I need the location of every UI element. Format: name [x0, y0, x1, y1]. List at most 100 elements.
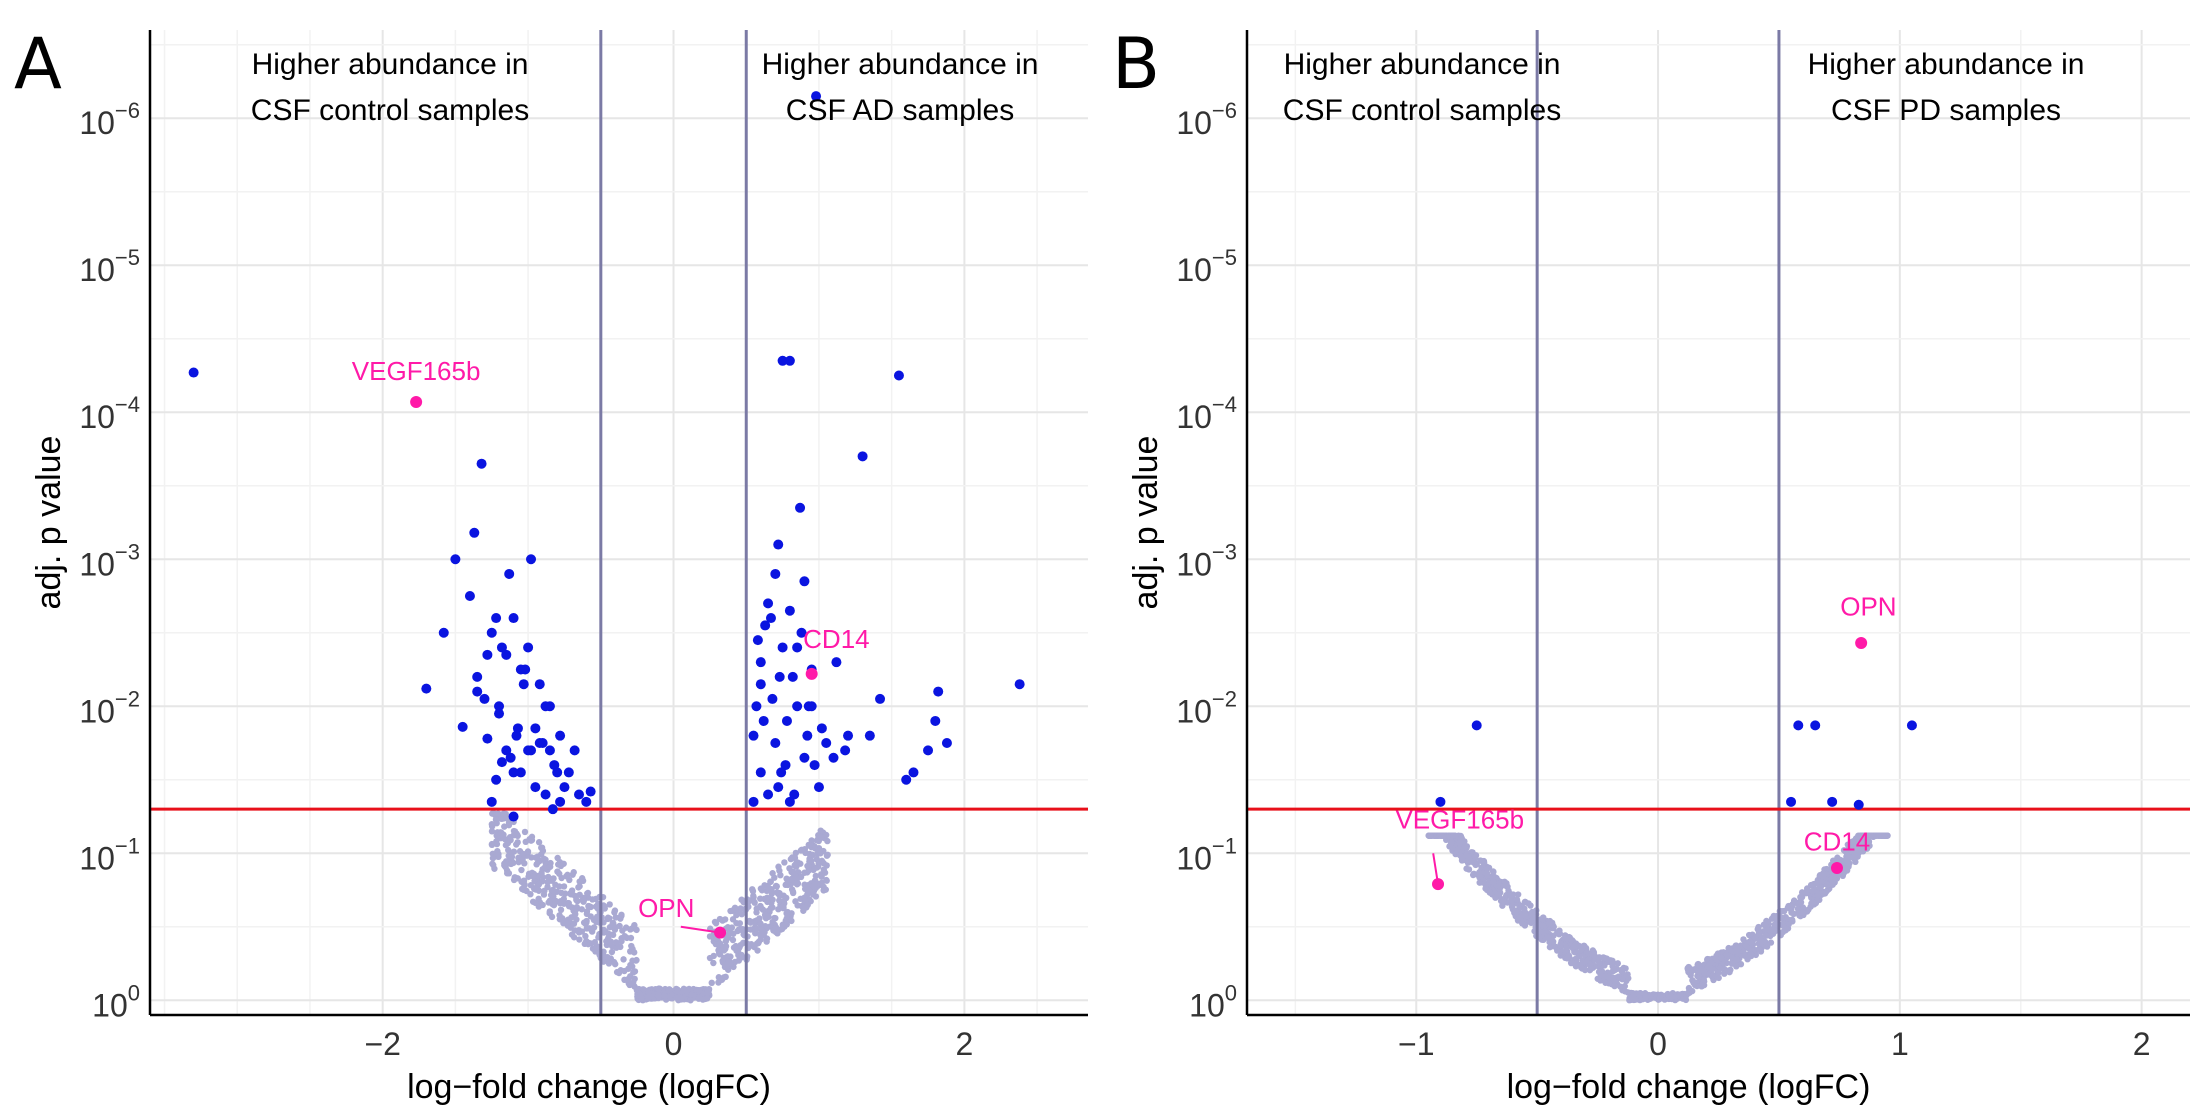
nonsignificant-point: [632, 957, 640, 964]
nonsignificant-point: [569, 871, 576, 878]
nonsignificant-point: [534, 886, 542, 893]
nonsignificant-point: [1808, 900, 1815, 907]
significant-point: [504, 568, 515, 579]
nonsignificant-point: [488, 840, 496, 848]
nonsignificant-point: [495, 850, 502, 858]
significant-point: [491, 774, 502, 785]
significant-point: [457, 721, 468, 732]
significant-point: [518, 679, 529, 690]
nonsignificant-point: [783, 894, 790, 902]
nonsignificant-point: [1614, 960, 1622, 967]
significant-point: [515, 664, 526, 675]
significant-point: [563, 767, 574, 778]
nonsignificant-point: [511, 828, 519, 835]
nonsignificant-point: [557, 906, 565, 914]
y-tick-label: 10−5: [1176, 245, 1237, 288]
y-tick-label: 10−4: [1176, 392, 1237, 435]
significant-point: [828, 752, 839, 763]
nonsignificant-point: [535, 839, 543, 846]
significant-point: [1014, 679, 1025, 690]
nonsignificant-point: [805, 867, 812, 874]
nonsignificant-point: [1554, 947, 1561, 954]
nonsignificant-point: [753, 940, 761, 947]
nonsignificant-point: [804, 901, 811, 909]
nonsignificant-point: [757, 920, 764, 927]
nonsignificant-point: [1794, 905, 1802, 913]
nonsignificant-point: [1742, 942, 1750, 950]
region-label-right: Higher abundance in: [1808, 48, 2085, 81]
nonsignificant-point: [1733, 963, 1740, 970]
nonsignificant-point: [557, 862, 565, 870]
nonsignificant-point: [749, 887, 757, 895]
significant-point: [803, 701, 814, 712]
significant-point: [796, 627, 807, 638]
nonsignificant-point: [609, 920, 616, 927]
nonsignificant-point: [1715, 974, 1722, 982]
nonsignificant-point: [1657, 993, 1664, 1000]
significant-point: [534, 738, 545, 749]
significant-point: [1853, 799, 1864, 810]
x-axis-title: log−fold change (logFC): [407, 1068, 771, 1106]
significant-point: [1810, 720, 1821, 731]
nonsignificant-point: [1698, 966, 1706, 973]
significant-point: [569, 745, 580, 756]
nonsignificant-point: [1427, 832, 1434, 839]
nonsignificant-point: [655, 985, 662, 993]
nonsignificant-point: [704, 989, 711, 996]
nonsignificant-point: [1845, 860, 1853, 867]
nonsignificant-point: [580, 896, 588, 904]
nonsignificant-point: [818, 873, 825, 880]
nonsignificant-point: [1458, 835, 1465, 842]
nonsignificant-point: [527, 837, 535, 844]
x-tick-label: −2: [364, 1026, 400, 1062]
highlight-leader: [680, 925, 721, 934]
nonsignificant-point: [1763, 917, 1770, 925]
nonsignificant-point: [639, 986, 647, 993]
nonsignificant-point: [498, 829, 505, 837]
nonsignificant-point: [688, 991, 695, 998]
highlight-label: CD14: [1804, 827, 1870, 857]
significant-point: [770, 738, 781, 749]
nonsignificant-point: [573, 916, 580, 923]
nonsignificant-point: [1718, 954, 1725, 962]
nonsignificant-point: [655, 992, 662, 1000]
nonsignificant-point: [1572, 963, 1580, 970]
significant-point: [530, 782, 541, 793]
nonsignificant-point: [761, 882, 768, 889]
significant-point: [758, 715, 769, 726]
significant-point: [780, 760, 791, 771]
significant-point: [755, 679, 766, 690]
nonsignificant-point: [715, 947, 722, 954]
nonsignificant-point: [1668, 993, 1675, 1001]
nonsignificant-point: [1741, 952, 1748, 959]
nonsignificant-point: [1745, 931, 1753, 939]
nonsignificant-point: [781, 859, 788, 866]
nonsignificant-point: [1513, 896, 1521, 903]
significant-point: [534, 679, 545, 690]
nonsignificant-point: [627, 926, 634, 933]
nonsignificant-point: [764, 898, 771, 906]
nonsignificant-point: [1514, 891, 1522, 898]
nonsignificant-point: [1814, 892, 1821, 899]
nonsignificant-point: [1767, 939, 1775, 946]
nonsignificant-point: [753, 925, 760, 933]
nonsignificant-point: [804, 885, 812, 893]
nonsignificant-point: [1845, 855, 1852, 862]
significant-point: [755, 657, 766, 668]
nonsignificant-point: [1519, 920, 1526, 927]
nonsignificant-point: [738, 910, 745, 918]
nonsignificant-point: [784, 881, 792, 889]
significant-point: [777, 355, 788, 366]
significant-point: [864, 730, 875, 741]
highlight-opn: OPN: [638, 893, 727, 939]
nonsignificant-point: [589, 896, 596, 903]
significant-point: [574, 789, 585, 800]
nonsignificant-point: [708, 979, 715, 987]
nonsignificant-point: [1768, 926, 1776, 933]
significant-point: [893, 370, 904, 381]
significant-point: [748, 796, 759, 807]
significant-point: [511, 730, 522, 741]
nonsignificant-point: [560, 883, 568, 890]
nonsignificant-point: [1489, 868, 1497, 875]
nonsignificant-points: [1425, 832, 1891, 1004]
